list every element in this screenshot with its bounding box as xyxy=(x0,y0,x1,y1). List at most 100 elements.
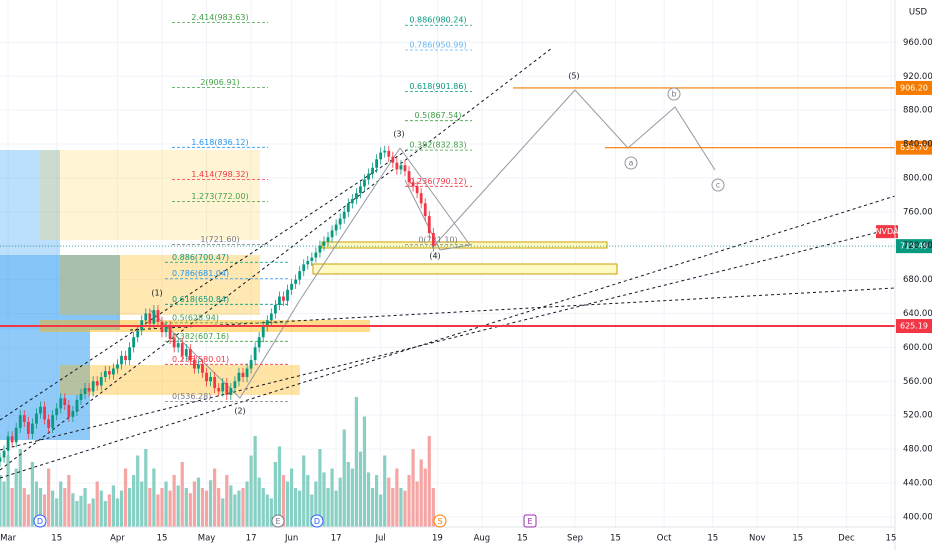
wave-ring xyxy=(711,178,725,192)
x-tick-label: Dec xyxy=(838,534,855,544)
price-tag-label: 719.49 xyxy=(900,242,928,251)
zone xyxy=(321,241,608,249)
volume-bar xyxy=(115,498,120,527)
y-tick-label: 960.00 xyxy=(903,38,932,48)
wave-path xyxy=(399,147,471,251)
volume-bar xyxy=(14,468,18,527)
volume-bar xyxy=(127,488,132,527)
volume-bar xyxy=(245,481,249,527)
candle-body xyxy=(241,372,245,378)
volume-bar xyxy=(55,498,59,527)
candle-body xyxy=(298,271,302,280)
candle-body xyxy=(18,415,22,428)
candle-body xyxy=(423,203,427,217)
volume-bar xyxy=(302,455,306,527)
candle-body xyxy=(103,371,107,378)
candle-body xyxy=(144,313,148,321)
volume-bar xyxy=(103,501,107,527)
volume-bar xyxy=(111,485,115,527)
candle-body xyxy=(229,388,233,395)
volume-bar xyxy=(123,468,128,527)
candle-body xyxy=(225,382,229,395)
volume-bar xyxy=(107,494,111,527)
candle-body xyxy=(35,413,38,424)
volume-bar xyxy=(314,481,318,527)
candle-body xyxy=(205,372,208,382)
price-tag-label: 625.19 xyxy=(900,322,928,331)
volume-bar xyxy=(83,488,87,527)
candle-body xyxy=(99,377,103,386)
volume-bar xyxy=(46,468,51,527)
candle-body xyxy=(43,406,46,420)
candle-body xyxy=(148,313,152,324)
channel-line xyxy=(0,227,895,451)
candle-body xyxy=(233,381,237,389)
volume-bar xyxy=(298,490,302,527)
candle-body xyxy=(0,457,2,462)
candle-body xyxy=(51,415,55,428)
candle-body xyxy=(164,326,168,333)
volume-bar xyxy=(326,488,330,527)
volume-bar xyxy=(415,481,419,527)
candle-body xyxy=(314,252,318,258)
fib-label: 1.414(798.32) xyxy=(191,170,248,179)
event-icon xyxy=(523,514,537,528)
volume-bar xyxy=(257,477,261,527)
volume-bar xyxy=(350,468,354,527)
zone xyxy=(312,263,618,275)
volume-bar xyxy=(407,475,411,527)
volume-bar xyxy=(18,449,22,527)
channel-line xyxy=(0,147,411,421)
candle-body xyxy=(342,211,346,219)
volume-bar xyxy=(51,490,55,527)
fib-label: 1(721.60) xyxy=(200,235,239,244)
x-tick-label: Oct xyxy=(657,534,672,544)
x-tick-label: Nov xyxy=(749,534,766,544)
volume-bar xyxy=(208,480,213,527)
candle-body xyxy=(14,427,18,443)
wave-ring xyxy=(624,156,638,170)
candle-body xyxy=(83,388,87,394)
volume-bar xyxy=(225,475,229,527)
event-label: D xyxy=(37,517,43,526)
volume-bar xyxy=(241,488,245,527)
candle-body xyxy=(116,364,119,369)
volume-bar xyxy=(395,468,399,527)
volume-bar xyxy=(188,493,192,527)
volume-bar xyxy=(277,446,282,527)
x-tick-label: Aug xyxy=(474,534,491,544)
candle-body xyxy=(95,381,99,386)
candle-body xyxy=(265,320,269,327)
fib-levels: 2.414(983.63) 2(906.91) 1.618(836.12) 1.414… xyxy=(165,13,472,402)
candle-body xyxy=(302,264,306,272)
x-tick-label: 15 xyxy=(886,534,897,544)
candle-body xyxy=(290,283,293,290)
volume-bar xyxy=(265,494,269,527)
volume-bar xyxy=(184,488,188,527)
volume-bar xyxy=(63,488,67,527)
volume-bar xyxy=(370,488,375,527)
volume-bar xyxy=(22,488,26,527)
profile-block xyxy=(60,365,300,395)
candle-body xyxy=(383,150,387,153)
volume-bar xyxy=(391,488,395,527)
volume-bar xyxy=(427,436,431,527)
volume-bar xyxy=(79,495,83,527)
candle-body xyxy=(346,203,350,212)
volume-bar xyxy=(6,455,10,527)
volume-bar xyxy=(0,475,2,527)
y-tick-label: 760.00 xyxy=(903,207,932,217)
volume-pane xyxy=(0,397,435,527)
x-tick-label: 19 xyxy=(432,534,443,544)
fib-label: 0.5(867.54) xyxy=(415,111,462,120)
fib-label: 2(906.91) xyxy=(200,78,239,87)
y-tick-label: 640.00 xyxy=(903,309,932,319)
event-label: D xyxy=(314,517,320,526)
x-tick-label: 15 xyxy=(51,534,62,544)
fib-label: 0.886(980.24) xyxy=(409,16,466,25)
candle-body xyxy=(338,218,342,225)
candle-body xyxy=(184,349,188,356)
candle-body xyxy=(367,173,370,180)
volume-bar xyxy=(67,475,71,527)
y-tick-label: 600.00 xyxy=(903,343,932,353)
